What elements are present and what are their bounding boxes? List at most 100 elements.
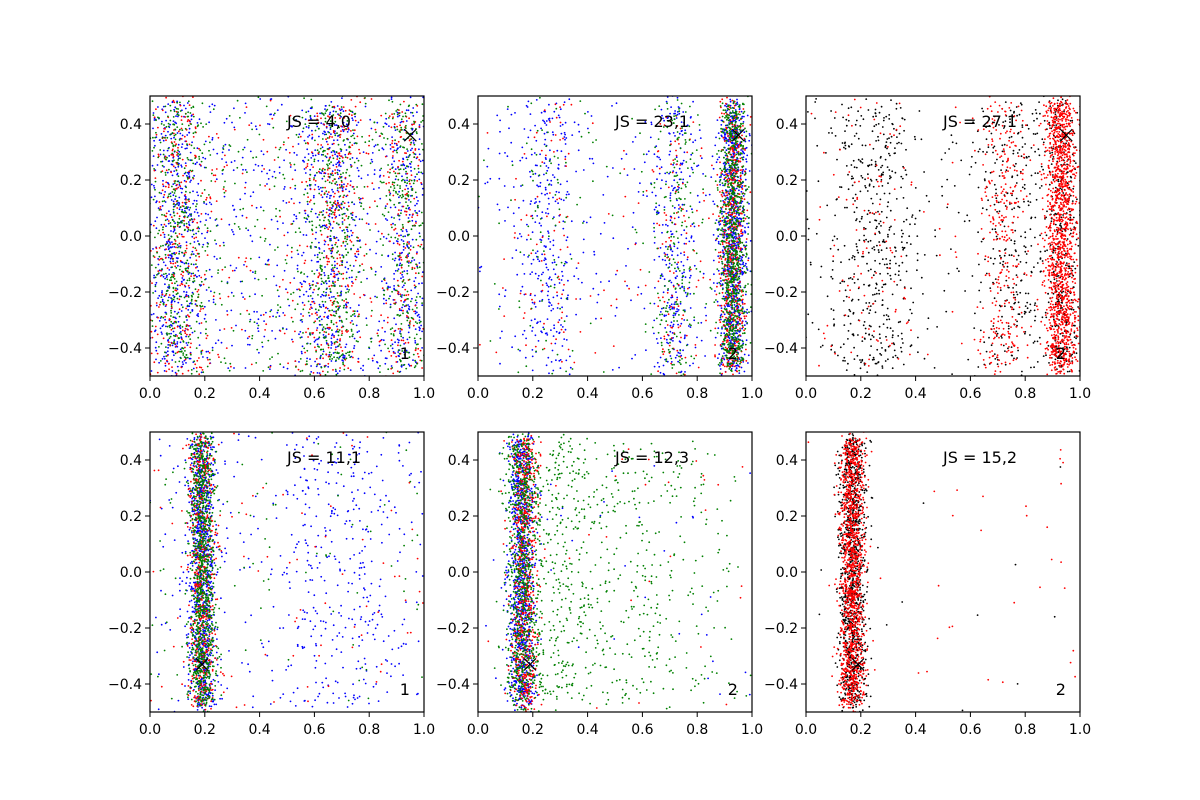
scatter-point — [365, 253, 368, 255]
scatter-point — [311, 220, 313, 223]
scatter-point — [158, 255, 161, 258]
scatter-point — [420, 243, 423, 246]
scatter-point — [301, 301, 304, 304]
scatter-point — [187, 173, 190, 175]
scatter-point — [739, 259, 742, 262]
scatter-point — [343, 364, 346, 367]
scatter-point — [291, 299, 294, 302]
scatter-point — [415, 333, 418, 336]
scatter-point — [395, 355, 398, 358]
scatter-point — [170, 163, 173, 166]
scatter-point — [416, 266, 419, 269]
scatter-point — [181, 123, 184, 125]
scatter-point — [335, 359, 337, 362]
scatter-point — [161, 120, 163, 123]
scatter-point — [384, 122, 387, 125]
scatter-point — [398, 243, 401, 246]
scatter-point — [398, 258, 401, 261]
scatter-point — [170, 153, 173, 156]
scatter-point — [314, 184, 317, 186]
scatter-point — [684, 334, 686, 337]
scatter-point — [370, 266, 372, 269]
scatter-point — [382, 181, 385, 184]
scatter-point — [302, 293, 305, 296]
scatter-point — [328, 213, 331, 215]
scatter-point — [173, 110, 176, 113]
scatter-point — [331, 121, 334, 124]
scatter-point — [189, 242, 192, 245]
scatter-point — [195, 320, 198, 323]
scatter-point — [719, 368, 722, 370]
scatter-point — [677, 323, 679, 326]
scatter-point — [152, 127, 154, 130]
scatter-point — [283, 332, 286, 335]
scatter-point — [397, 165, 399, 168]
scatter-point — [183, 284, 186, 287]
scatter-point — [339, 176, 342, 179]
scatter-point — [311, 224, 314, 227]
scatter-point — [187, 158, 190, 161]
scatter-point — [180, 119, 183, 121]
scatter-point — [293, 151, 296, 154]
scatter-point — [320, 211, 323, 214]
scatter-point — [677, 204, 680, 206]
scatter-point — [417, 200, 419, 202]
scatter-point — [191, 291, 194, 294]
scatter-point — [314, 339, 317, 342]
scatter-point — [349, 264, 352, 267]
scatter-point — [313, 178, 315, 181]
scatter-point — [196, 122, 199, 124]
scatter-point — [392, 189, 395, 192]
scatter-point — [662, 291, 665, 294]
scatter-point — [748, 139, 751, 142]
scatter-point — [267, 259, 269, 262]
scatter-point — [342, 213, 345, 215]
scatter-point — [325, 280, 327, 282]
scatter-point — [343, 206, 345, 209]
scatter-point — [346, 183, 349, 185]
scatter-point — [181, 372, 184, 375]
scatter-point — [184, 194, 187, 196]
scatter-point — [385, 182, 388, 185]
scatter-point — [208, 268, 211, 271]
scatter-point — [312, 372, 315, 374]
scatter-point — [400, 333, 402, 335]
scatter-point — [746, 154, 749, 157]
scatter-point — [306, 342, 308, 345]
scatter-point — [326, 179, 329, 182]
scatter-point — [271, 175, 274, 178]
scatter-point — [410, 161, 413, 163]
scatter-point — [215, 133, 218, 135]
scatter-point — [349, 158, 352, 161]
scatter-point — [333, 336, 335, 338]
scatter-point — [228, 115, 231, 117]
scatter-point — [417, 313, 420, 316]
scatter-point — [351, 350, 354, 353]
scatter-point — [189, 169, 192, 172]
scatter-point — [293, 163, 296, 166]
scatter-point — [201, 192, 204, 195]
scatter-point — [718, 156, 721, 159]
scatter-point — [333, 178, 336, 181]
scatter-point — [163, 214, 166, 217]
scatter-point — [225, 347, 228, 349]
scatter-point — [183, 179, 186, 182]
scatter-point — [174, 361, 177, 363]
scatter-point — [172, 294, 175, 297]
scatter-point — [408, 325, 411, 327]
scatter-point — [745, 160, 748, 163]
scatter-point — [210, 290, 212, 293]
scatter-point — [683, 309, 686, 312]
scatter-point — [419, 224, 422, 227]
scatter-point — [164, 191, 167, 193]
scatter-point — [326, 307, 329, 310]
scatter-point — [174, 138, 177, 141]
scatter-point — [406, 272, 409, 275]
scatter-point — [335, 236, 338, 239]
scatter-point — [333, 310, 335, 313]
scatter-point — [382, 339, 385, 342]
scatter-point — [327, 274, 330, 277]
scatter-point — [690, 236, 693, 239]
scatter-point — [693, 225, 696, 228]
scatter-point — [341, 213, 344, 216]
